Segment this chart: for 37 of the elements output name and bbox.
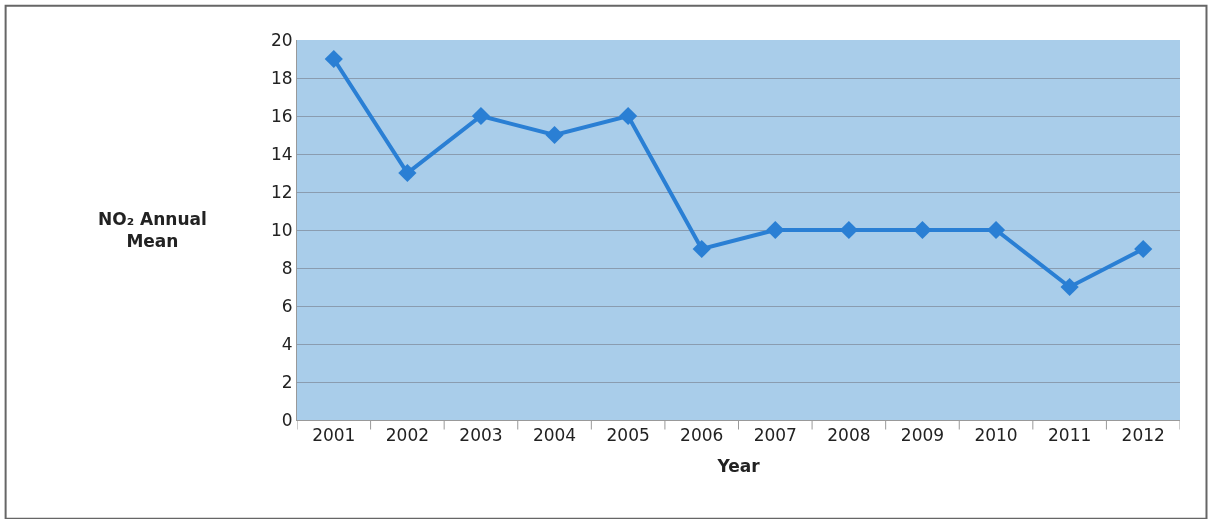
x-tick-label: 2007 [753, 425, 797, 446]
y-tick-label: 2 [281, 371, 293, 392]
y-tick-label: 14 [270, 143, 293, 164]
x-axis-title: Year [716, 455, 761, 476]
x-tick-label: 2011 [1047, 425, 1092, 446]
x-tick-label: 2009 [900, 425, 945, 446]
x-tick-label: 2006 [680, 425, 724, 446]
point [1060, 277, 1079, 297]
point [839, 220, 858, 240]
y-tick-label: 12 [270, 181, 293, 202]
point [398, 163, 417, 183]
point [324, 49, 343, 69]
point [913, 220, 932, 240]
x-tick-label: 2010 [974, 425, 1018, 446]
x-tick-label: 2002 [385, 425, 430, 446]
y-axis-title: NO₂ Annual Mean [98, 209, 207, 252]
point [986, 220, 1006, 240]
x-tick-label: 2012 [1121, 425, 1165, 446]
y-tick-label: 6 [281, 295, 293, 316]
point [692, 239, 711, 259]
x-tick-label: 2001 [312, 425, 356, 446]
y-tick-label: 16 [270, 105, 293, 126]
y-tick-label: 8 [281, 257, 293, 278]
y-tick-label: 4 [281, 333, 293, 354]
point [766, 220, 785, 240]
y-tick-label: 10 [270, 219, 293, 240]
x-tick-label: 2008 [827, 425, 871, 446]
x-tick-label: 2004 [532, 425, 577, 446]
point [545, 125, 564, 145]
y-tick-label: 0 [281, 409, 293, 430]
y-tick-label: 20 [270, 29, 293, 50]
x-tick-label: 2005 [606, 425, 650, 446]
point [1134, 239, 1153, 259]
point [471, 106, 491, 126]
x-tick-label: 2003 [459, 425, 503, 446]
point [619, 106, 638, 126]
y-tick-label: 18 [270, 67, 293, 88]
